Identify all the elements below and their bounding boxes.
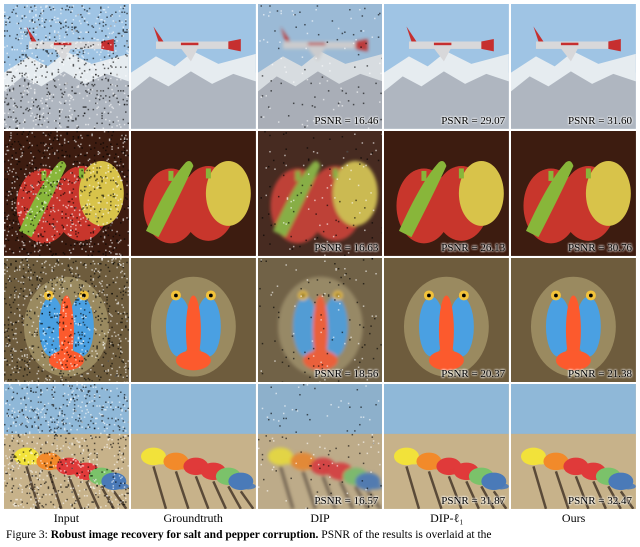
cell-caps-groundtruth <box>131 384 256 509</box>
cell-peppers-dip: PSNR = 16.63 <box>258 131 383 256</box>
figure-caption: Figure 3: Robust image recovery for salt… <box>0 526 640 547</box>
figure-grid: PSNR = 16.46 PSNR = 29.07 PSNR = 31.60 PSNR… <box>0 0 640 509</box>
cell-caps-ours: PSNR = 32.47 <box>511 384 636 509</box>
cell-mandrill-input <box>4 258 129 383</box>
cell-airplane-dip: PSNR = 16.46 <box>258 4 383 129</box>
psnr-label: PSNR = 29.07 <box>441 115 505 127</box>
cell-mandrill-dip: PSNR = 18.56 <box>258 258 383 383</box>
column-label: DIP-ℓ₁ <box>384 511 509 526</box>
column-label: Groundtruth <box>131 511 256 526</box>
psnr-label: PSNR = 21.38 <box>568 368 632 380</box>
cell-airplane-input <box>4 4 129 129</box>
cell-caps-input <box>4 384 129 509</box>
cell-peppers-input <box>4 131 129 256</box>
column-label: Ours <box>511 511 636 526</box>
column-label: DIP <box>258 511 383 526</box>
cell-airplane-dip: PSNR = 29.07 <box>384 4 509 129</box>
psnr-label: PSNR = 32.47 <box>568 495 632 507</box>
cell-peppers-dip: PSNR = 26.13 <box>384 131 509 256</box>
caption-rest: PSNR of the results is overlaid at the <box>321 529 491 541</box>
cell-mandrill-groundtruth <box>131 258 256 383</box>
psnr-label: PSNR = 20.37 <box>441 368 505 380</box>
cell-mandrill-ours: PSNR = 21.38 <box>511 258 636 383</box>
psnr-label: PSNR = 18.56 <box>314 368 378 380</box>
cell-caps-dip: PSNR = 31.87 <box>384 384 509 509</box>
psnr-label: PSNR = 16.57 <box>314 495 378 507</box>
psnr-label: PSNR = 26.13 <box>441 242 505 254</box>
column-labels-row: InputGroundtruthDIPDIP-ℓ₁Ours <box>0 509 640 526</box>
psnr-label: PSNR = 16.46 <box>314 115 378 127</box>
psnr-label: PSNR = 31.60 <box>568 115 632 127</box>
psnr-label: PSNR = 30.76 <box>568 242 632 254</box>
cell-peppers-ours: PSNR = 30.76 <box>511 131 636 256</box>
psnr-label: PSNR = 31.87 <box>441 495 505 507</box>
psnr-label: PSNR = 16.63 <box>314 242 378 254</box>
cell-mandrill-dip: PSNR = 20.37 <box>384 258 509 383</box>
cell-caps-dip: PSNR = 16.57 <box>258 384 383 509</box>
cell-peppers-groundtruth <box>131 131 256 256</box>
caption-prefix: Figure 3: <box>6 529 48 541</box>
caption-title: Robust image recovery for salt and peppe… <box>51 529 319 541</box>
column-label: Input <box>4 511 129 526</box>
cell-airplane-ours: PSNR = 31.60 <box>511 4 636 129</box>
cell-airplane-groundtruth <box>131 4 256 129</box>
